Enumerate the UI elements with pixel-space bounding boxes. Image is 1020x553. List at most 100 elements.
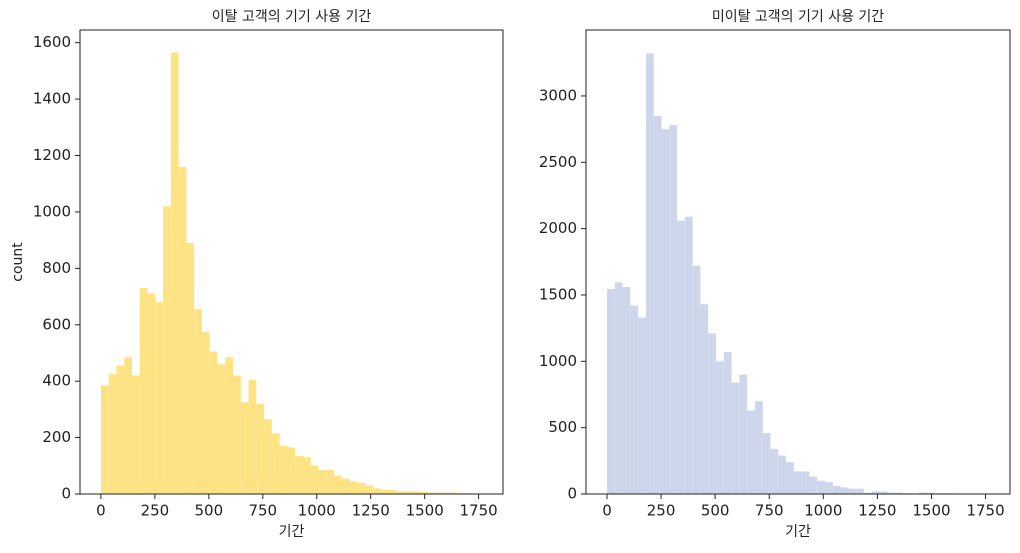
- y-tick-label: 1400: [33, 90, 71, 108]
- bar: [661, 129, 669, 494]
- bar: [280, 446, 288, 494]
- bar: [303, 457, 311, 494]
- bar: [778, 456, 786, 494]
- y-tick-label: 0: [567, 485, 577, 503]
- bar: [326, 470, 334, 494]
- bar: [755, 401, 763, 494]
- bar: [179, 167, 187, 494]
- bar: [685, 217, 693, 494]
- y-tick-label: 1600: [33, 33, 71, 51]
- x-tick-label: 1000: [298, 502, 336, 520]
- bar: [693, 266, 701, 494]
- bar: [817, 481, 825, 494]
- bar: [381, 490, 389, 494]
- bar: [708, 333, 716, 494]
- x-tick-label: 750: [248, 502, 277, 520]
- bar: [342, 478, 350, 494]
- x-tick-label: 0: [96, 502, 106, 520]
- x-tick-label: 750: [755, 502, 784, 520]
- bar: [350, 481, 358, 494]
- x-axis-label: 기간: [785, 524, 811, 540]
- bar: [241, 402, 249, 494]
- bar: [623, 287, 631, 494]
- bar: [763, 433, 771, 494]
- bar: [334, 476, 342, 494]
- bar: [794, 471, 802, 494]
- bar: [140, 288, 148, 494]
- bar: [295, 456, 303, 494]
- bar: [630, 306, 638, 494]
- x-tick-label: 500: [701, 502, 730, 520]
- bar: [202, 332, 210, 494]
- x-tick-label: 1250: [352, 502, 390, 520]
- x-tick-label: 1750: [966, 502, 1004, 520]
- bar: [716, 361, 724, 494]
- bar: [825, 482, 833, 494]
- bar: [856, 489, 864, 494]
- bar: [373, 488, 381, 494]
- bar: [124, 357, 132, 494]
- chart-title: 미이탈 고객의 기기 사용 기간: [712, 9, 884, 25]
- y-tick-label: 600: [42, 315, 71, 333]
- bar: [607, 289, 615, 494]
- bar: [724, 352, 732, 494]
- bar: [802, 471, 810, 494]
- bar: [669, 125, 677, 494]
- bar: [365, 486, 373, 494]
- y-tick-label: 0: [61, 485, 71, 503]
- x-tick-label: 0: [602, 502, 612, 520]
- y-tick-label: 400: [42, 372, 71, 390]
- bar: [677, 221, 685, 494]
- y-tick-label: 800: [42, 259, 71, 277]
- y-tick-label: 1000: [33, 202, 71, 220]
- bar: [264, 419, 272, 494]
- bar: [311, 466, 319, 494]
- bar: [249, 380, 257, 494]
- bar: [700, 304, 708, 494]
- bar: [638, 318, 646, 494]
- x-tick-label: 250: [647, 502, 676, 520]
- x-tick-label: 1000: [804, 502, 842, 520]
- bar: [194, 309, 202, 494]
- bar: [786, 462, 794, 494]
- y-axis-label: count: [10, 242, 26, 282]
- bar: [116, 366, 124, 494]
- bar: [210, 352, 218, 494]
- x-tick-label: 500: [195, 502, 224, 520]
- bar: [357, 483, 365, 494]
- bar: [186, 243, 194, 494]
- y-tick-label: 500: [548, 418, 577, 436]
- bar: [654, 116, 662, 494]
- bar: [739, 375, 747, 494]
- x-axis-label: 기간: [279, 524, 305, 540]
- y-tick-label: 2000: [539, 219, 577, 237]
- bar: [217, 364, 225, 494]
- bar: [848, 489, 856, 494]
- x-tick-label: 1500: [912, 502, 950, 520]
- y-tick-label: 3000: [539, 86, 577, 104]
- bar: [272, 433, 280, 494]
- bar: [646, 53, 654, 494]
- bar: [388, 490, 396, 494]
- bar: [109, 374, 117, 494]
- bar: [771, 449, 779, 494]
- bar: [148, 294, 156, 494]
- bar: [256, 404, 264, 494]
- bar: [318, 470, 326, 494]
- x-tick-label: 1250: [858, 502, 896, 520]
- y-tick-label: 2500: [539, 153, 577, 171]
- bar: [171, 53, 179, 494]
- bar: [101, 385, 109, 494]
- bar: [233, 376, 241, 494]
- x-tick-label: 1750: [460, 502, 498, 520]
- bar: [287, 447, 295, 494]
- chart-title: 이탈 고객의 기기 사용 기간: [212, 9, 372, 25]
- bar: [225, 357, 233, 494]
- bar: [163, 206, 171, 494]
- bar: [841, 487, 849, 494]
- bar: [809, 477, 817, 494]
- bar: [155, 302, 163, 494]
- bar: [615, 282, 623, 494]
- bar: [833, 486, 841, 494]
